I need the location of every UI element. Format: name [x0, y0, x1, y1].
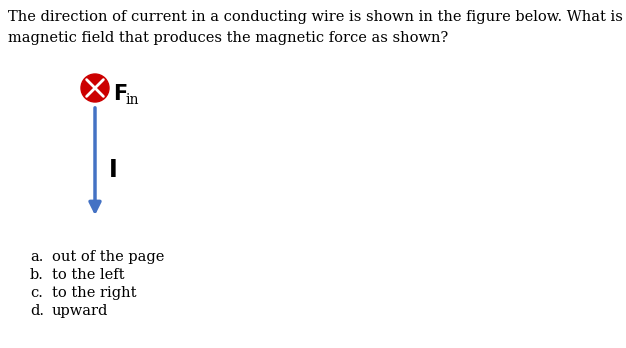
- Text: $\bf{F}$: $\bf{F}$: [113, 84, 128, 104]
- Text: $\bf{I}$: $\bf{I}$: [108, 158, 116, 182]
- Text: upward: upward: [52, 304, 108, 318]
- Text: a.: a.: [30, 250, 43, 264]
- Text: to the left: to the left: [52, 268, 125, 282]
- Text: to the right: to the right: [52, 286, 136, 300]
- Text: in: in: [125, 93, 138, 107]
- Text: magnetic field that produces the magnetic force as shown?: magnetic field that produces the magneti…: [8, 31, 448, 45]
- Circle shape: [81, 74, 109, 102]
- Text: out of the page: out of the page: [52, 250, 165, 264]
- Text: The direction of current in a conducting wire is shown in the figure below. What: The direction of current in a conducting…: [8, 10, 626, 24]
- Text: d.: d.: [30, 304, 44, 318]
- Text: c.: c.: [30, 286, 43, 300]
- Text: b.: b.: [30, 268, 44, 282]
